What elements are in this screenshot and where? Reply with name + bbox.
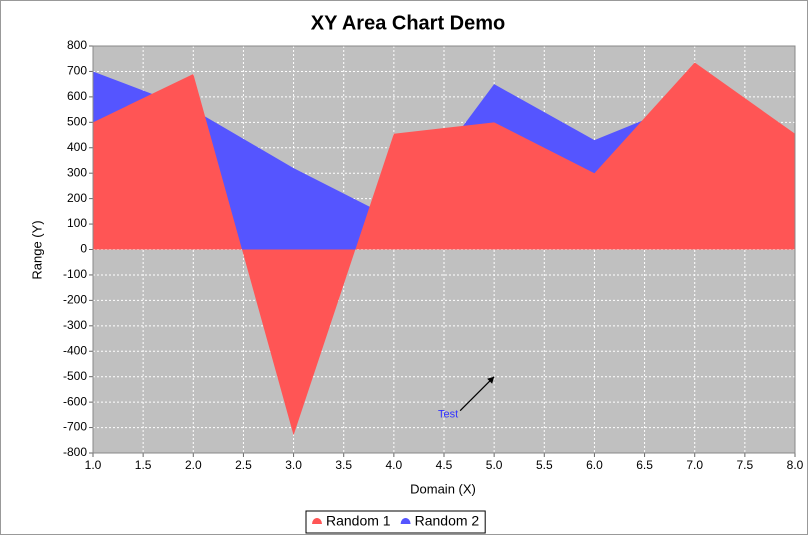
x-tick-label: 7.0 xyxy=(686,458,703,472)
legend-swatch xyxy=(312,518,322,524)
x-tick-label: 4.5 xyxy=(436,458,453,472)
area xyxy=(93,62,795,436)
x-tick-label: 1.5 xyxy=(135,458,152,472)
x-tick-label: 3.0 xyxy=(285,458,302,472)
y-tick-label: -300 xyxy=(63,318,87,332)
y-tick-label: 500 xyxy=(67,114,87,128)
y-tick-label: 100 xyxy=(67,216,87,230)
y-tick-label: 800 xyxy=(67,38,87,52)
y-tick-label: 700 xyxy=(67,64,87,78)
x-tick-label: 5.5 xyxy=(536,458,553,472)
y-tick-label: -100 xyxy=(63,267,87,281)
x-tick-label: 2.5 xyxy=(235,458,252,472)
x-tick-label: 3.5 xyxy=(335,458,352,472)
x-tick-label: 5.0 xyxy=(486,458,503,472)
x-tick-label: 1.0 xyxy=(85,458,102,472)
y-tick-label: 600 xyxy=(67,89,87,103)
legend-box xyxy=(305,510,486,534)
y-axis-label: Range (Y) xyxy=(29,220,44,279)
y-tick-label: -600 xyxy=(63,394,87,408)
y-tick-label: 400 xyxy=(67,140,87,154)
x-tick-label: 8.0 xyxy=(787,458,804,472)
legend-label: Random 1 xyxy=(326,513,391,529)
legend: Random 1 Random 2 xyxy=(305,510,486,534)
x-tick-label: 7.5 xyxy=(737,458,754,472)
y-tick-label: -200 xyxy=(63,293,87,307)
y-tick-label: 0 xyxy=(80,242,87,256)
plot-border xyxy=(92,45,796,454)
x-axis-label: Domain (X) xyxy=(410,481,476,496)
legend-swatch xyxy=(400,518,411,524)
x-tick-label: 4.0 xyxy=(386,458,403,472)
annotation-arrowhead xyxy=(487,376,495,384)
y-tick-label: -500 xyxy=(63,369,87,383)
annotation-text: Test xyxy=(438,409,458,421)
x-tick-label: 2.0 xyxy=(185,458,202,472)
x-tick-label: 6.0 xyxy=(586,458,603,472)
y-tick-label: -400 xyxy=(63,343,87,357)
chart-title: XY Area Chart Demo xyxy=(311,12,506,34)
legend-label: Random 2 xyxy=(415,513,480,529)
y-tick-label: -700 xyxy=(63,420,87,434)
y-tick-label: 200 xyxy=(67,191,87,205)
annotation-arrow xyxy=(459,376,495,412)
y-tick-label: 300 xyxy=(67,165,87,179)
y-tick-label: -800 xyxy=(63,445,87,459)
x-tick-label: 6.5 xyxy=(636,458,653,472)
